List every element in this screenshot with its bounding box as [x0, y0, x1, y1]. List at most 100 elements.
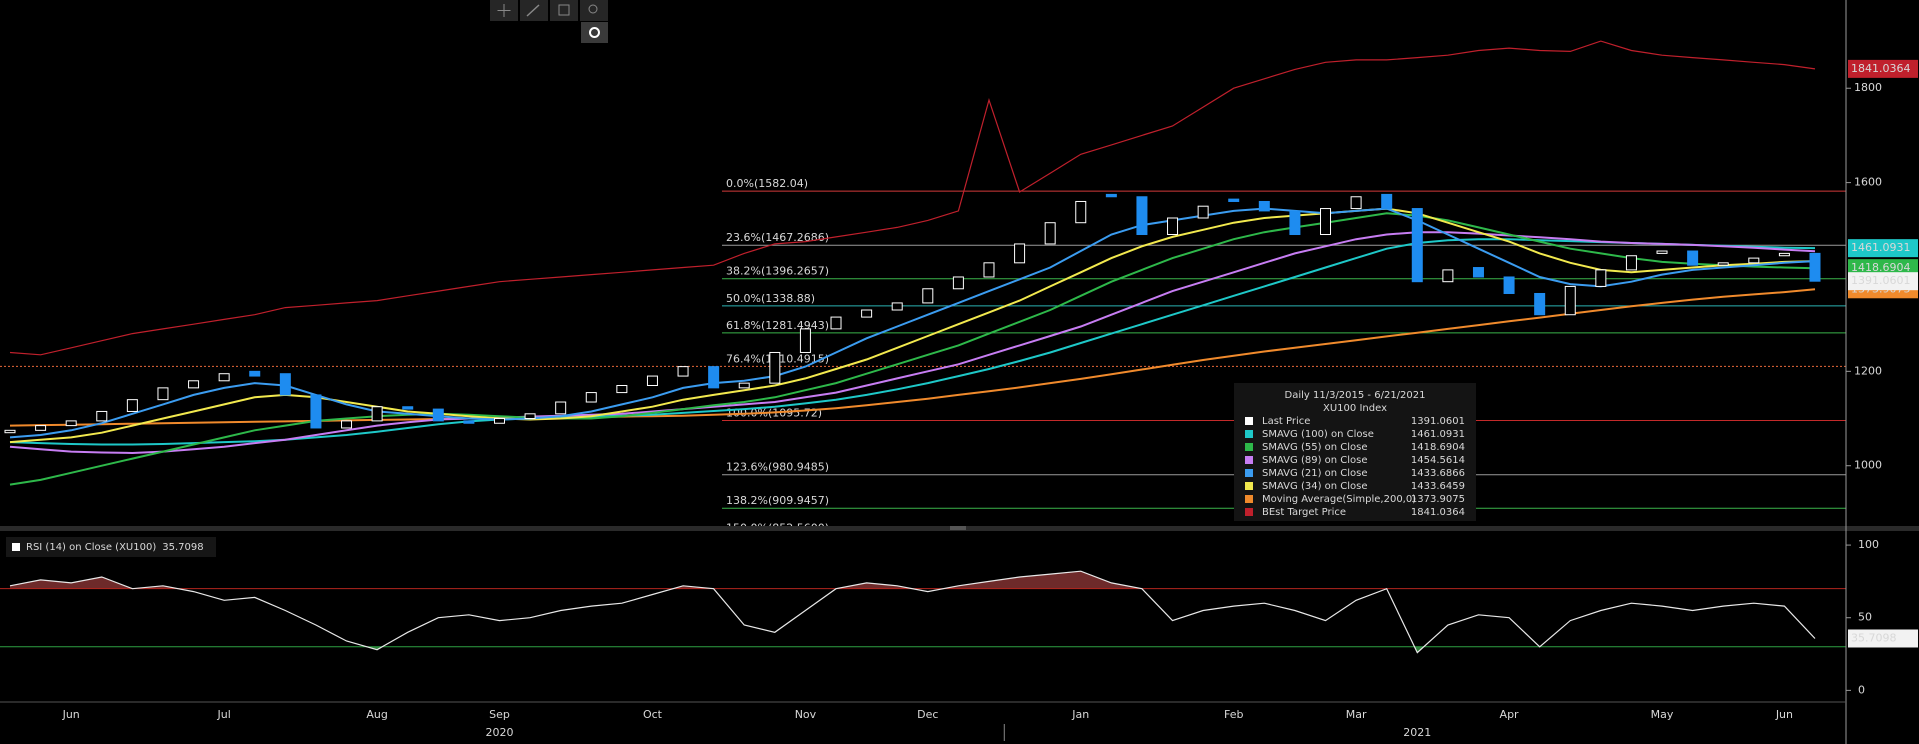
- legend-value: 1454.5614: [1411, 455, 1465, 466]
- x-group-label: 2020: [485, 726, 513, 739]
- candle: [1595, 269, 1607, 287]
- legend-name: SMAVG (89) on Close: [1262, 455, 1368, 466]
- candle: [1289, 210, 1301, 236]
- candle: [188, 380, 200, 389]
- candle: [1656, 250, 1668, 254]
- candle: [1228, 198, 1240, 202]
- candle: [1197, 205, 1209, 219]
- y-tick-label: 1200: [1854, 364, 1882, 377]
- value-tag: [1848, 272, 1918, 291]
- legend-name: SMAVG (55) on Close: [1262, 442, 1368, 453]
- rsi-header-name: RSI (14) on Close (XU100): [26, 542, 156, 553]
- y-tick-label: 0: [1858, 683, 1865, 696]
- candle: [1809, 252, 1821, 282]
- candle: [891, 302, 903, 311]
- annotate-button[interactable]: [550, 0, 578, 21]
- value-tag-label: 1418.6904: [1851, 261, 1911, 274]
- legend-swatch: [1245, 495, 1253, 503]
- legend-swatch: [1245, 482, 1253, 490]
- candle: [524, 413, 536, 420]
- axes: 100 0 1200 1600 1800 1841.0364 1373.9075 1418.6…: [6, 59, 1918, 741]
- legend-box: [1234, 383, 1476, 521]
- candle: [952, 276, 964, 290]
- legend-title: Daily 11/3/2015 - 6/21/2021: [1285, 390, 1426, 401]
- candle: [677, 366, 689, 377]
- x-group-label: 2021: [1403, 726, 1431, 739]
- candle: [1472, 267, 1484, 278]
- x-tick-label: Dec: [917, 708, 938, 721]
- candle: [1136, 196, 1148, 236]
- y-tick-label: 1800: [1854, 81, 1882, 94]
- candle: [585, 392, 597, 403]
- price-panel: 0.0%(1582.04) 23.6%(1467.2686) 38.2%(1396.…: [0, 40, 1846, 534]
- x-tick-label: Mar: [1346, 708, 1367, 721]
- fib-label: 150.0%(852.5600): [726, 521, 829, 534]
- candle: [708, 366, 720, 389]
- candle: [126, 399, 138, 412]
- value-tag: [1848, 239, 1918, 258]
- candle: [1258, 200, 1270, 212]
- candle: [1503, 276, 1515, 294]
- candle: [463, 420, 475, 424]
- legend-name: SMAVG (21) on Close: [1262, 468, 1368, 479]
- y-tick-label: 1600: [1854, 176, 1882, 189]
- candle: [1778, 252, 1790, 257]
- candle: [1105, 193, 1117, 198]
- candle: [1350, 196, 1362, 210]
- candle: [341, 420, 353, 429]
- candle: [402, 406, 414, 410]
- candle: [371, 406, 383, 422]
- value-tag-label: 1841.0364: [1851, 62, 1911, 75]
- candle: [1442, 269, 1454, 283]
- rsi-header-value: 35.7098: [162, 542, 203, 553]
- legend-value: 1433.6459: [1411, 481, 1465, 492]
- candle: [4, 429, 16, 434]
- annotate-icon: [558, 4, 570, 16]
- settings-button[interactable]: [581, 22, 608, 43]
- candle: [96, 410, 108, 422]
- legend-value: 1373.9075: [1411, 494, 1465, 505]
- x-tick-label: May: [1651, 708, 1674, 721]
- value-tag-label: 1461.0931: [1851, 241, 1911, 254]
- legend-swatch: [1245, 430, 1253, 438]
- legend-swatch: [1245, 469, 1253, 477]
- candle: [249, 370, 261, 377]
- candle: [861, 309, 873, 318]
- candle: [1625, 255, 1637, 271]
- ma-line: [9, 238, 1816, 446]
- candle: [1717, 262, 1729, 266]
- x-tick-label: Jun: [1775, 708, 1793, 721]
- fib-label: 138.2%(909.9457): [726, 494, 829, 507]
- candle: [157, 387, 169, 401]
- rsi-swatch: [12, 543, 20, 551]
- candle: [1381, 193, 1393, 210]
- fib-label: 123.6%(980.9485): [726, 461, 829, 474]
- x-tick-label: Feb: [1224, 708, 1243, 721]
- zoom-button[interactable]: [580, 0, 608, 21]
- zoom-icon: [588, 4, 598, 14]
- y-tick-label: 100: [1858, 538, 1879, 551]
- fib-label: 50.0%(1338.88): [726, 292, 815, 305]
- x-tick-label: Apr: [1500, 708, 1520, 721]
- legend-name: Moving Average(Simple,200,0): [1262, 494, 1416, 505]
- x-tick-label: Aug: [366, 708, 387, 721]
- candle: [1748, 257, 1760, 264]
- candle: [1411, 208, 1423, 283]
- candle: [493, 418, 505, 424]
- rsi-zone-fill: [10, 571, 1142, 589]
- value-tag-label: 35.7098: [1851, 631, 1897, 644]
- legend-value: 1841.0364: [1411, 507, 1465, 518]
- candle: [616, 385, 628, 394]
- candle: [1564, 285, 1576, 316]
- candle: [35, 425, 47, 431]
- fib-label: 61.8%(1281.4943): [726, 319, 829, 332]
- candle: [279, 373, 291, 396]
- ma-line: [9, 40, 1816, 356]
- splitter-handle[interactable]: [950, 526, 966, 530]
- candle: [1320, 208, 1332, 236]
- legend-subtitle: XU100 Index: [1323, 403, 1387, 414]
- crosshair-icon: [497, 4, 511, 17]
- value-tag-label: 1391.0601: [1851, 274, 1911, 287]
